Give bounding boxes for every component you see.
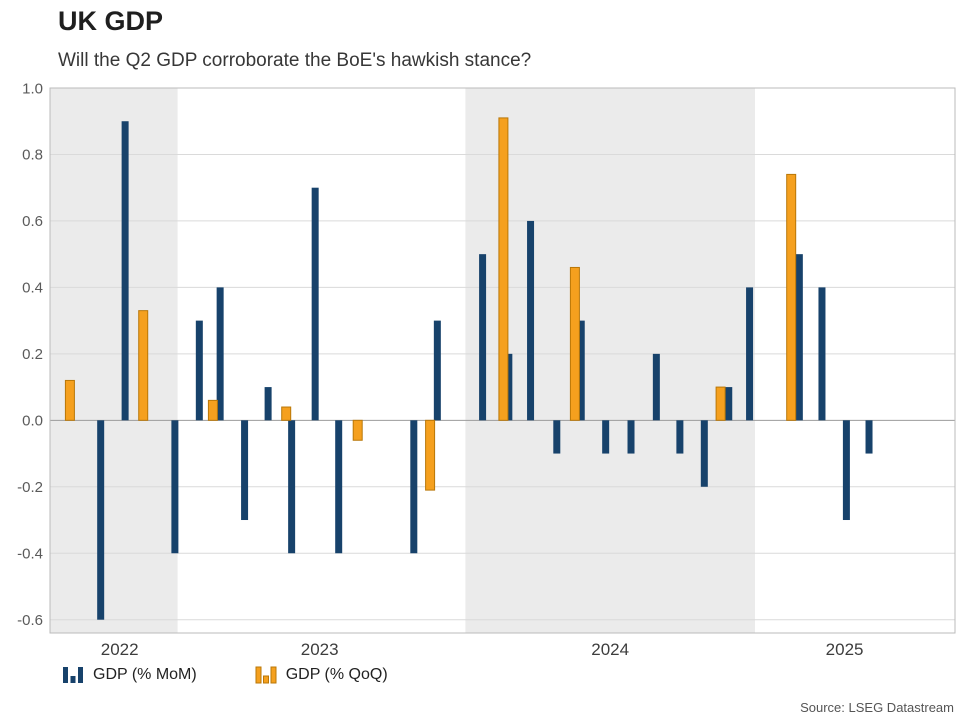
y-axis-tick-label: 0.4 [22, 280, 43, 297]
y-axis-tick-label: 0.8 [22, 147, 43, 164]
bar-gdp-qoq [786, 173, 797, 421]
bar-gdp-qoq [715, 386, 726, 421]
bar-gdp-mom [700, 420, 708, 487]
bar-gdp-mom [818, 287, 826, 421]
legend-label: GDP (% MoM) [93, 666, 197, 683]
bar-gdp-qoq [207, 399, 218, 421]
bar-gdp-mom [335, 420, 343, 554]
bar-gdp-mom [195, 320, 203, 421]
bar-gdp-mom [652, 353, 660, 421]
bar-gdp-mom [241, 420, 249, 521]
bar-gdp-mom [410, 420, 418, 554]
legend-item-qoq: GDP (% QoQ) [255, 666, 388, 684]
bar-gdp-mom [505, 353, 513, 421]
bar-gdp-qoq [425, 419, 436, 491]
page-title: UK GDP [58, 6, 164, 36]
x-axis-year-label: 2023 [301, 640, 339, 659]
plot-border [49, 87, 956, 634]
bar-gdp-qoq [352, 419, 363, 441]
bar-gdp-mom [121, 121, 129, 421]
y-axis-tick-label: 1.0 [22, 80, 43, 97]
bar-gdp-mom [433, 320, 441, 421]
year-band [50, 88, 178, 633]
y-axis-tick-label: 0.2 [22, 346, 43, 363]
x-axis-year-label: 2025 [826, 640, 864, 659]
bar-gdp-qoq [498, 117, 509, 421]
bar-gdp-mom [288, 420, 296, 554]
bar-gdp-qoq [64, 379, 75, 421]
bar-gdp-mom [725, 387, 733, 421]
bar-gdp-mom [216, 287, 224, 421]
bar-gdp-mom [264, 387, 272, 421]
legend-item-mom: GDP (% MoM) [62, 666, 197, 684]
y-axis-tick-label: 0.6 [22, 213, 43, 230]
bar-gdp-mom [171, 420, 179, 554]
bar-gdp-mom [527, 220, 535, 421]
year-band [465, 88, 755, 633]
bar-gdp-mom [842, 420, 850, 521]
bar-gdp-mom [746, 287, 754, 421]
y-axis-tick-label: -0.2 [17, 479, 43, 496]
chart-legend: GDP (% MoM) GDP (% QoQ) [62, 666, 388, 684]
chart-subtitle: Will the Q2 GDP corroborate the BoE's ha… [58, 50, 532, 71]
bar-gdp-qoq [569, 266, 580, 421]
bar-gdp-mom [479, 254, 487, 421]
bar-gdp-qoq [138, 310, 149, 421]
source-credit: Source: LSEG Datastream [800, 700, 954, 715]
mom-series-swatch-icon [63, 667, 83, 683]
legend-label: GDP (% QoQ) [285, 666, 388, 683]
y-axis-tick-label: -0.6 [17, 612, 43, 629]
bar-gdp-mom [676, 420, 684, 454]
qoq-series-swatch-icon [255, 666, 277, 684]
bar-gdp-mom [865, 420, 873, 454]
bar-gdp-mom [602, 420, 610, 454]
y-axis-tick-label: -0.4 [17, 545, 43, 562]
x-axis-year-label: 2022 [101, 640, 139, 659]
bar-gdp-mom [627, 420, 635, 454]
bar-gdp-mom [577, 320, 585, 421]
bar-gdp-mom [311, 187, 319, 421]
bar-gdp-mom [795, 254, 803, 421]
bar-gdp-mom [553, 420, 561, 454]
bar-gdp-mom [97, 420, 105, 620]
bar-gdp-qoq [281, 406, 292, 421]
x-axis-year-label: 2024 [591, 640, 629, 659]
y-axis-tick-label: 0.0 [22, 413, 43, 430]
